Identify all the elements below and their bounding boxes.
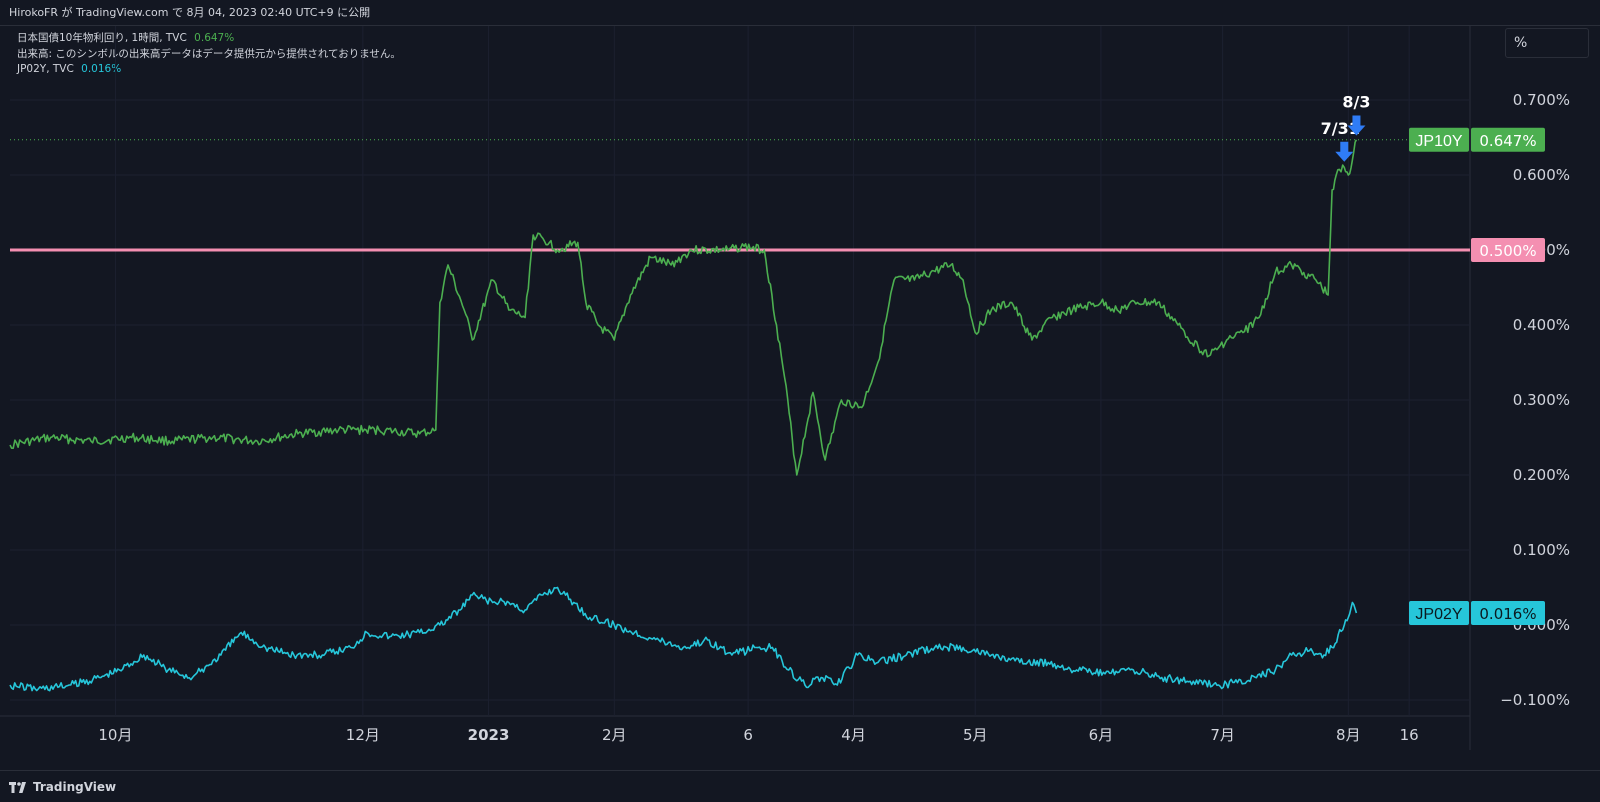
annotation-arrow-icon	[1335, 141, 1354, 162]
x-tick-label: 12月	[346, 726, 380, 744]
series-lines	[9, 139, 1358, 692]
y-tick-label: 0.100%	[1513, 541, 1570, 559]
x-tick-label: 2月	[602, 726, 627, 744]
x-tick-label: 16	[1400, 726, 1419, 744]
jp02y-name-text: JP02Y	[1415, 606, 1462, 623]
chart-canvas[interactable]: 0.700% 0.600% 0.500% 0.400% 0.300% 0.200% 0.10…	[0, 0, 1600, 770]
legend-jp02y-label: JP02Y, TVC	[17, 63, 74, 75]
y-tick-label: 0.400%	[1513, 316, 1570, 334]
grid-lines	[0, 26, 1471, 750]
x-tick-label: 5月	[963, 726, 988, 744]
annotation-label: 8/3	[1342, 93, 1370, 112]
tradingview-logo-icon	[9, 781, 26, 793]
legend-jp10y-label: 日本国債10年物利回り, 1時間, TVC	[17, 32, 187, 44]
x-tick-label: 4月	[841, 726, 866, 744]
horizontal-lines	[10, 139, 1470, 252]
y-tick-label: 0.600%	[1513, 166, 1570, 184]
series-line-jp02y	[9, 586, 1358, 692]
series-line-jp10y	[9, 139, 1358, 476]
legend-row-volume: 出来高: このシンボルの出来高データはデータ提供元から提供されておりません。	[17, 47, 401, 63]
jp02y-value-badge	[1471, 601, 1545, 625]
x-tick-label: 6月	[1089, 726, 1114, 744]
legend-jp10y-value: 0.647%	[194, 32, 235, 44]
footer-bar: TradingView	[0, 770, 1600, 802]
footer-brand: TradingView	[33, 780, 117, 794]
legend-row-jp10y: 日本国債10年物利回り, 1時間, TVC 0.647%	[17, 31, 401, 47]
jp10y-value-badge	[1471, 127, 1545, 152]
level-500-value-text: 0.500%	[1479, 242, 1536, 260]
x-tick-label: 2023	[468, 726, 510, 744]
y-tick-label: −0.100%	[1500, 691, 1570, 709]
x-tick-label: 7月	[1210, 726, 1235, 744]
price-scale-unit-button[interactable]: %	[1505, 28, 1589, 58]
jp10y-name-text: JP10Y	[1415, 133, 1462, 150]
jp02y-name-badge	[1409, 601, 1469, 625]
jp10y-name-badge	[1409, 127, 1469, 152]
y-tick-label: 0.700%	[1513, 91, 1570, 109]
y-axis: 0.700%0.600%0.500%0.400%0.300%0.200%0.10…	[1500, 91, 1570, 709]
x-tick-label: 10月	[98, 726, 132, 744]
annotation-arrow-icon	[1347, 115, 1366, 136]
x-tick-label: 6	[743, 726, 753, 744]
legend-volume-note: 出来高: このシンボルの出来高データはデータ提供元から提供されておりません。	[17, 47, 401, 60]
x-axis: 10月 12月 2023 2月 6 4月 5月 6月 7月 8月 16	[98, 726, 1418, 744]
price-badges: JP10Y 0.647% JP02Y 0.016% 0.500%	[1409, 127, 1545, 625]
annotations: 7/31 8/3	[1321, 93, 1370, 162]
jp02y-value-text: 0.016%	[1479, 605, 1536, 623]
x-tick-label: 8月	[1336, 726, 1361, 744]
y-tick-label: 0.200%	[1513, 466, 1570, 484]
annotation-label: 7/31	[1321, 119, 1360, 138]
chart-legend: 日本国債10年物利回り, 1時間, TVC 0.647% 出来高: このシンボル…	[17, 31, 401, 78]
price-scale-unit-label: %	[1514, 35, 1528, 51]
tradingview-logo[interactable]: TradingView	[9, 780, 116, 794]
legend-row-jp02y: JP02Y, TVC 0.016%	[17, 62, 401, 78]
y-tick-label: 0.300%	[1513, 391, 1570, 409]
level-500-value-badge	[1471, 238, 1545, 262]
publish-header: HirokoFR が TradingView.com で 8月 04, 2023…	[0, 0, 1600, 26]
jp10y-value-text: 0.647%	[1479, 132, 1536, 150]
publish-line: HirokoFR が TradingView.com で 8月 04, 2023…	[9, 6, 371, 19]
legend-jp02y-value: 0.016%	[81, 63, 122, 75]
